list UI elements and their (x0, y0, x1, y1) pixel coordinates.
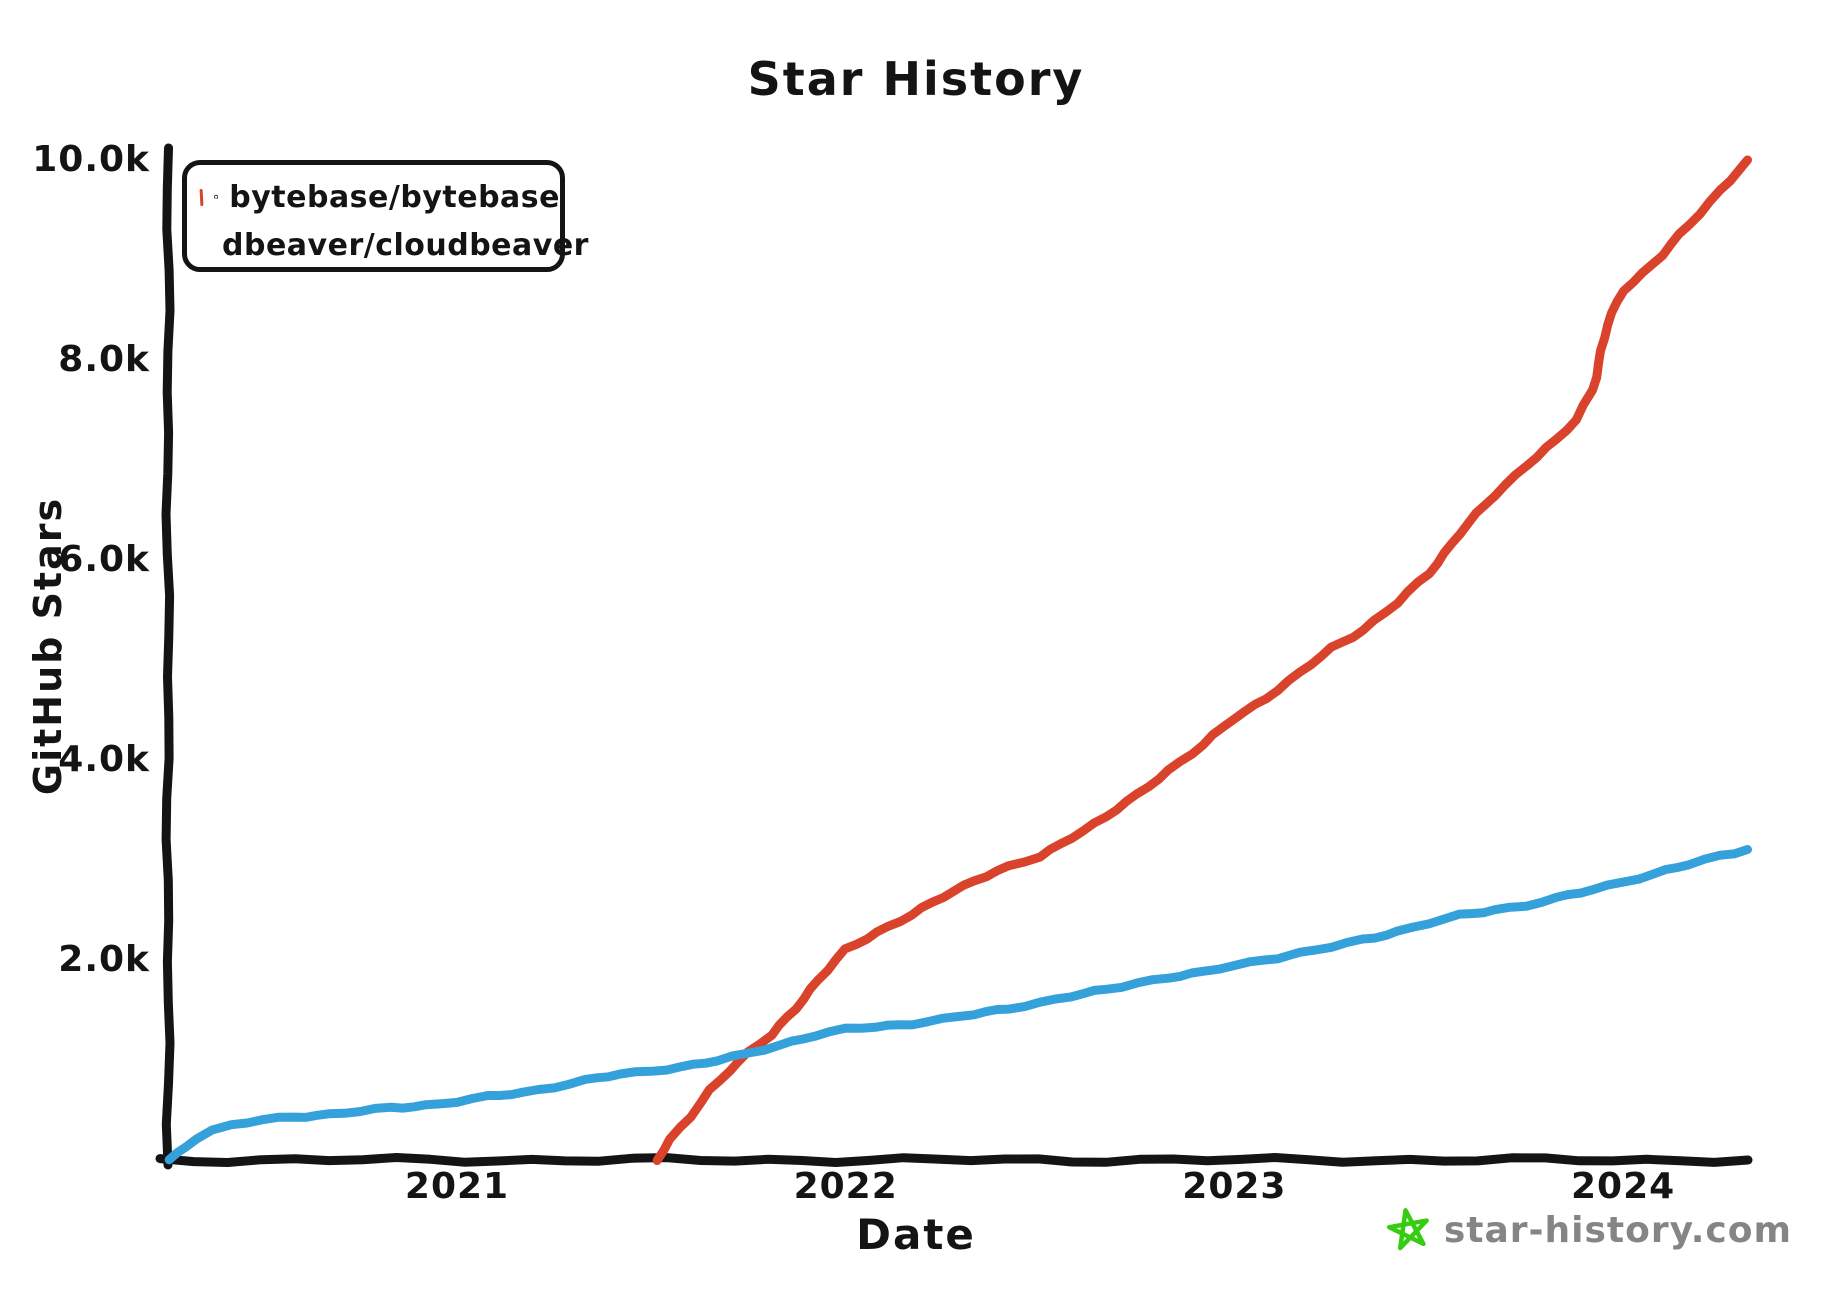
github-octocat-icon (214, 194, 219, 199)
y-tick-4.0k: 4.0k (58, 739, 150, 780)
x-tick-2023: 2023 (1182, 1166, 1287, 1207)
x-tick-2021: 2021 (404, 1166, 510, 1207)
legend-swatch (199, 236, 201, 254)
legend-item-bytebase: bytebase/bytebase (199, 176, 560, 218)
y-tick-8.0k: 8.0k (58, 339, 150, 380)
watermark: star-history.com (1386, 1205, 1792, 1255)
series-line-dbeaver (164, 845, 1752, 1165)
y-tick-10.0k: 10.0k (32, 139, 150, 180)
x-axis-line (155, 1153, 1753, 1167)
legend: bytebase/bytebase dbeaver/cloudbeaver (182, 160, 588, 272)
chart-title: Star History (747, 52, 1085, 106)
watermark-text: star-history.com (1443, 1209, 1792, 1251)
x-axis-label: Date (856, 1210, 976, 1259)
series-line-bytebase (652, 155, 1752, 1165)
legend-item-dbeaver: dbeaver/cloudbeaver (199, 224, 588, 266)
star-history-star-icon (1386, 1208, 1429, 1251)
y-tick-2.0k: 2.0k (58, 939, 150, 980)
legend-swatch (199, 188, 204, 206)
y-tick-6.0k: 6.0k (58, 539, 150, 580)
y-axis-label: GitHub Stars (26, 496, 70, 796)
legend-label: dbeaver/cloudbeaver (222, 227, 589, 263)
x-tick-2022: 2022 (793, 1166, 898, 1207)
legend-label: bytebase/bytebase (229, 179, 560, 215)
x-tick-2024: 2024 (1570, 1166, 1676, 1207)
y-axis-line (161, 143, 175, 1170)
